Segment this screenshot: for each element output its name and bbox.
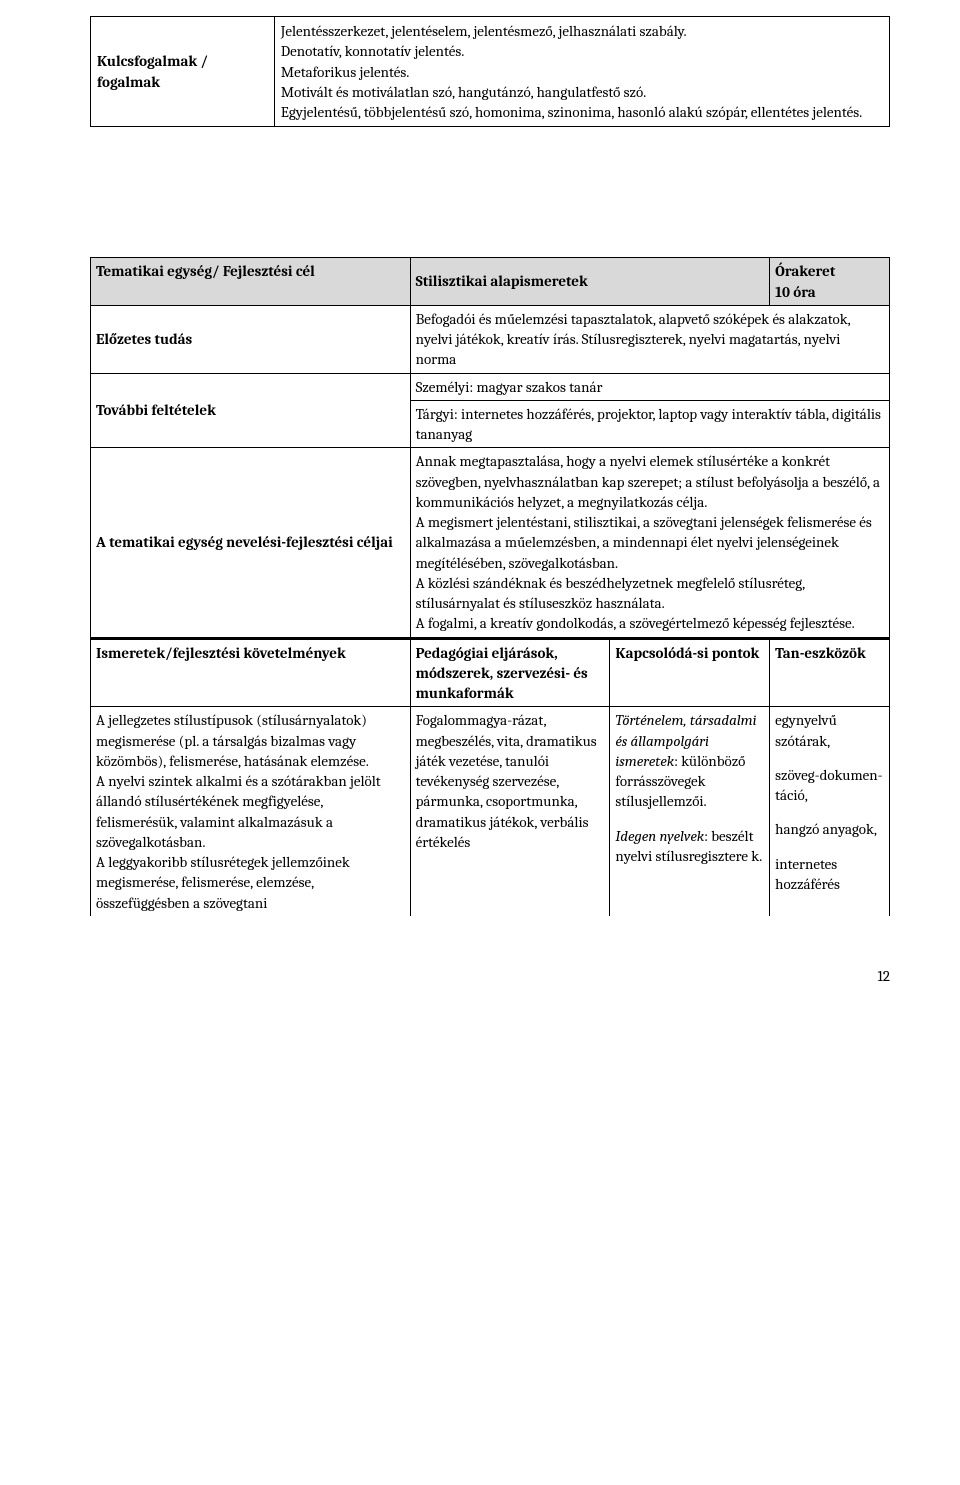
- t2-r5-c1: A jellegzetes stílustípusok (stílusárnya…: [91, 707, 411, 916]
- t1-line: Metaforikus jelentés.: [281, 62, 883, 82]
- t2-r5-c4: egynyelvű szótárak, szöveg-dokumen-táció…: [770, 707, 890, 916]
- t2-r3-line2: Tárgyi: internetes hozzáférés, projektor…: [410, 400, 889, 448]
- t2-r2-right: Befogadói és műelemzési tapasztalatok, a…: [410, 305, 889, 373]
- t2-r2-left: Előzetes tudás: [91, 305, 411, 373]
- t2-h4-c3: Kapcsolódá-si pontok: [610, 638, 770, 707]
- t1-line: Denotatív, konnotatív jelentés.: [281, 41, 883, 61]
- t2-r5-c3: Történelem, társadalmi és állampolgári i…: [610, 707, 770, 916]
- key-concepts-table: Kulcsfogalmak / fogalmak Jelentésszerkez…: [90, 16, 890, 127]
- curriculum-table: Tematikai egység/ Fejlesztési cél Stilis…: [90, 257, 890, 916]
- t2-h4-c4: Tan-eszközök: [770, 638, 890, 707]
- t1-line: Motivált és motiválatlan szó, hangutánzó…: [281, 82, 883, 102]
- t2-r5-c2: Fogalommagya-rázat, megbeszélés, vita, d…: [410, 707, 610, 916]
- t2-r4-left: A tematikai egység nevelési-fejlesztési …: [91, 448, 411, 638]
- t2-r1-right: Órakeret 10 óra: [770, 258, 890, 306]
- t2-r3-line1: Személyi: magyar szakos tanár: [410, 373, 889, 400]
- t1-line: Jelentésszerkezet, jelentéselem, jelenté…: [281, 21, 883, 41]
- t2-h4-c2: Pedagógiai eljárások, módszerek, szervez…: [410, 638, 610, 707]
- t1-right-cell: Jelentésszerkezet, jelentéselem, jelenté…: [274, 17, 889, 127]
- t2-r1-left: Tematikai egység/ Fejlesztési cél: [91, 258, 411, 306]
- page-number: 12: [90, 966, 890, 986]
- vertical-spacer: [90, 127, 890, 257]
- t1-left-label: Kulcsfogalmak / fogalmak: [91, 17, 275, 127]
- t2-r3-left: További feltételek: [91, 373, 411, 448]
- t2-r4-right: Annak megtapasztalása, hogy a nyelvi ele…: [410, 448, 889, 638]
- t2-r1-mid: Stilisztikai alapismeretek: [410, 258, 770, 306]
- t1-line: Egyjelentésű, többjelentésű szó, homonim…: [281, 102, 883, 122]
- t2-h4-c1: Ismeretek/fejlesztési követelmények: [91, 638, 411, 707]
